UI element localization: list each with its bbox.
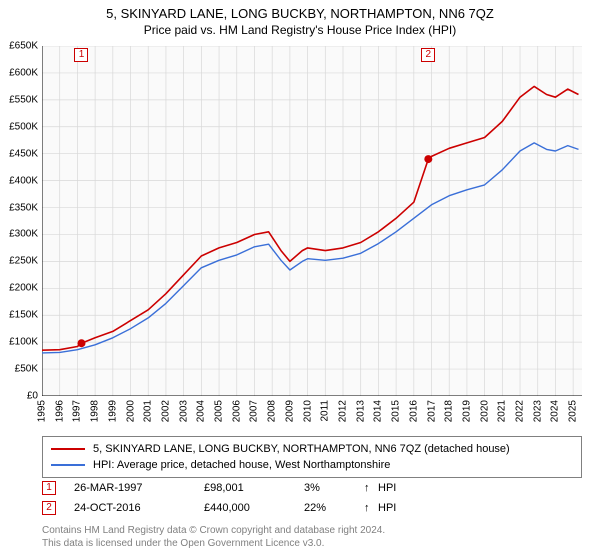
- sale-marker-1: 1: [74, 48, 88, 62]
- event-reference: HPI: [378, 502, 396, 514]
- x-axis-tick-label: 2004: [196, 400, 207, 422]
- event-list: 1 26-MAR-1997£98,0013%↑HPI 2 24-OCT-2016£44…: [42, 478, 582, 518]
- chart-title-address: 5, SKINYARD LANE, LONG BUCKBY, NORTHAMPT…: [0, 6, 600, 21]
- y-axis-tick-label: £100K: [9, 337, 38, 348]
- x-axis-tick-label: 1997: [72, 400, 83, 422]
- event-percent: 3%: [304, 482, 364, 494]
- x-axis-tick-label: 2006: [231, 400, 242, 422]
- legend-row: 5, SKINYARD LANE, LONG BUCKBY, NORTHAMPT…: [51, 441, 573, 457]
- x-axis-tick-label: 2011: [320, 400, 331, 422]
- event-date: 24-OCT-2016: [74, 502, 204, 514]
- copyright-line-2: This data is licensed under the Open Gov…: [42, 537, 582, 550]
- y-axis-tick-label: £250K: [9, 256, 38, 267]
- copyright-line-1: Contains HM Land Registry data © Crown c…: [42, 524, 582, 537]
- x-axis-tick-label: 2014: [373, 400, 384, 422]
- y-axis-tick-label: £650K: [9, 41, 38, 52]
- x-axis-tick-label: 2021: [497, 400, 508, 422]
- x-axis-tick-label: 2003: [178, 400, 189, 422]
- x-axis-tick-label: 2000: [125, 400, 136, 422]
- x-axis-tick-label: 2010: [302, 400, 313, 422]
- x-axis-tick-label: 2018: [444, 400, 455, 422]
- x-axis-tick-label: 2002: [160, 400, 171, 422]
- x-axis-tick-label: 1998: [90, 400, 101, 422]
- x-axis-tick-label: 2019: [461, 400, 472, 422]
- arrow-up-icon: ↑: [364, 502, 378, 514]
- x-axis-tick-label: 2022: [515, 400, 526, 422]
- x-axis-tick-label: 2009: [284, 400, 295, 422]
- legend-label: 5, SKINYARD LANE, LONG BUCKBY, NORTHAMPT…: [93, 443, 510, 455]
- x-axis-tick-label: 1995: [37, 400, 48, 422]
- event-date: 26-MAR-1997: [74, 482, 204, 494]
- legend-swatch: [51, 464, 85, 466]
- x-axis-tick-label: 1999: [107, 400, 118, 422]
- event-percent: 22%: [304, 502, 364, 514]
- x-axis-tick-label: 2025: [568, 400, 579, 422]
- event-row: 2 24-OCT-2016£440,00022%↑HPI: [42, 498, 582, 518]
- x-axis-tick-label: 2020: [479, 400, 490, 422]
- chart-legend: 5, SKINYARD LANE, LONG BUCKBY, NORTHAMPT…: [42, 436, 582, 478]
- x-axis-tick-label: 2005: [214, 400, 225, 422]
- x-axis-tick-label: 2007: [249, 400, 260, 422]
- x-axis-tick-label: 2024: [550, 400, 561, 422]
- x-axis-tick-label: 2012: [337, 400, 348, 422]
- x-axis-tick-label: 2016: [408, 400, 419, 422]
- chart-title-subtitle: Price paid vs. HM Land Registry's House …: [0, 23, 600, 37]
- y-axis-tick-label: £350K: [9, 202, 38, 213]
- y-axis-tick-label: £400K: [9, 175, 38, 186]
- y-axis-tick-label: £150K: [9, 310, 38, 321]
- y-axis-tick-label: £300K: [9, 229, 38, 240]
- y-axis-tick-label: £200K: [9, 283, 38, 294]
- event-price: £98,001: [204, 482, 304, 494]
- copyright-notice: Contains HM Land Registry data © Crown c…: [42, 524, 582, 550]
- legend-row: HPI: Average price, detached house, West…: [51, 457, 573, 473]
- y-axis-tick-label: £50K: [15, 364, 38, 375]
- event-reference: HPI: [378, 482, 396, 494]
- legend-swatch: [51, 448, 85, 450]
- y-axis-tick-label: £500K: [9, 121, 38, 132]
- y-axis-tick-label: £450K: [9, 148, 38, 159]
- sale-marker-2: 2: [421, 48, 435, 62]
- event-marker-number: 1: [42, 481, 56, 495]
- chart-plot-area: £0£50K£100K£150K£200K£250K£300K£350K£400…: [42, 46, 582, 396]
- x-axis-tick-label: 2013: [355, 400, 366, 422]
- x-axis-tick-label: 2008: [267, 400, 278, 422]
- chart-svg: [42, 46, 582, 396]
- y-axis-tick-label: £550K: [9, 94, 38, 105]
- x-axis-tick-label: 1996: [54, 400, 65, 422]
- arrow-up-icon: ↑: [364, 482, 378, 494]
- legend-label: HPI: Average price, detached house, West…: [93, 459, 390, 471]
- event-marker-number: 2: [42, 501, 56, 515]
- x-axis-tick-label: 2015: [391, 400, 402, 422]
- x-axis-tick-label: 2001: [143, 400, 154, 422]
- event-price: £440,000: [204, 502, 304, 514]
- y-axis-tick-label: £600K: [9, 67, 38, 78]
- x-axis-tick-label: 2023: [532, 400, 543, 422]
- x-axis-tick-label: 2017: [426, 400, 437, 422]
- event-row: 1 26-MAR-1997£98,0013%↑HPI: [42, 478, 582, 498]
